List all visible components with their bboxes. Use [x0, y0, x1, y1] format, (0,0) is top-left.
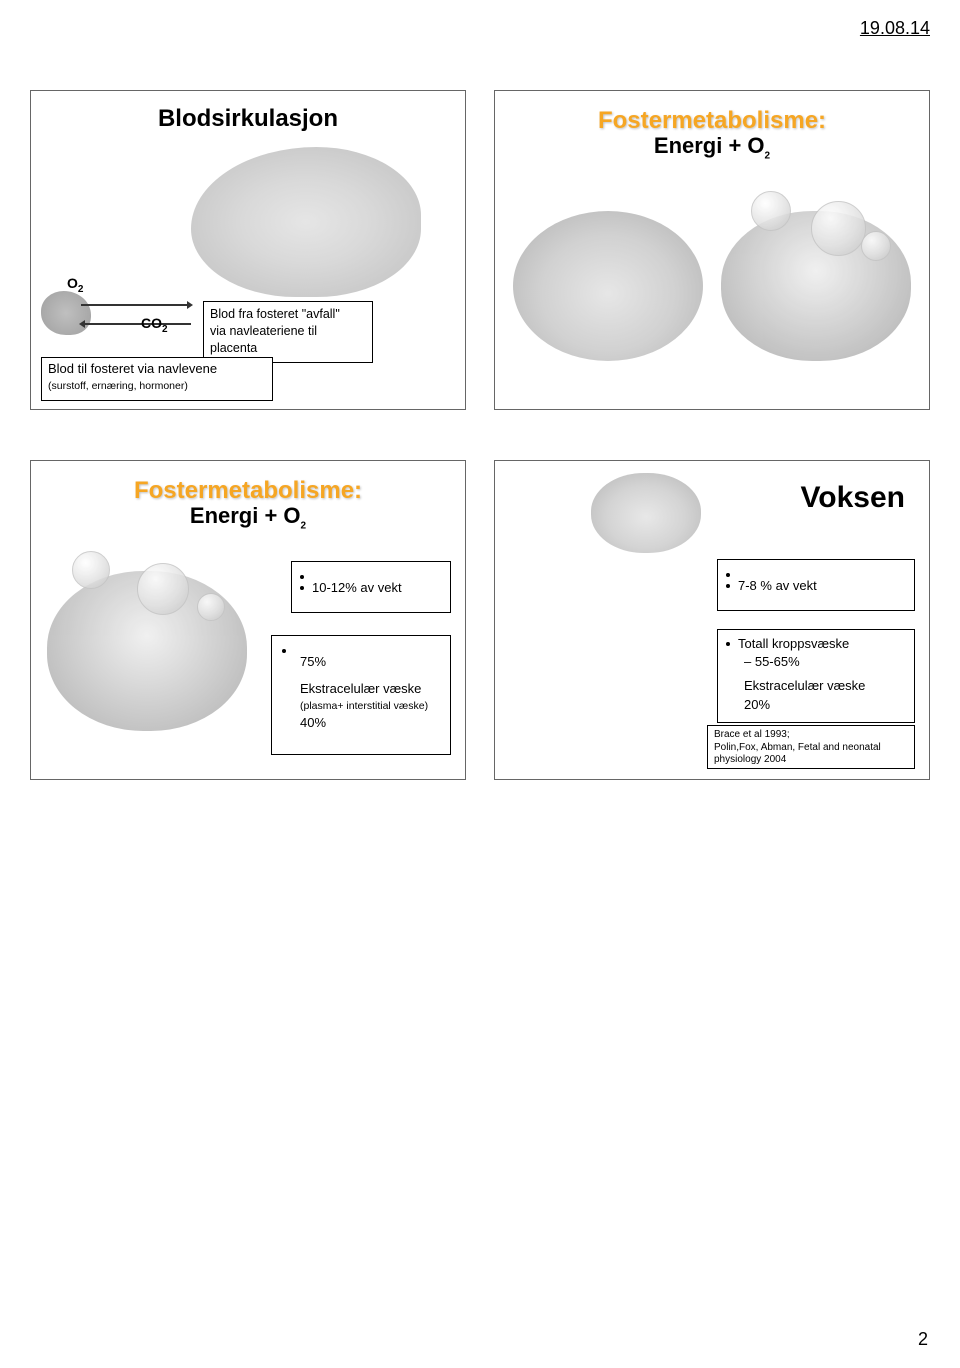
bubble-icon: [751, 191, 791, 231]
placenta-illustration: [41, 291, 91, 335]
s3-box2-detail-pre: (plasma+ interstitial væske): [300, 700, 428, 712]
bullet-dot: [300, 575, 304, 579]
slide3-box2: 75% Ekstracelulær væske (plasma+ interst…: [271, 635, 451, 755]
bullet-dot: [726, 584, 730, 588]
bubble-icon: [861, 231, 891, 261]
s3-box1-text: 10-12% av vekt: [312, 579, 402, 597]
bullet-dot: [726, 573, 730, 577]
co2-text: CO: [141, 315, 162, 331]
bullet-dot: [282, 649, 286, 653]
s3-sub-pre: Energi + O: [190, 503, 301, 528]
slide4-title: Voksen: [801, 481, 906, 515]
page-number: 2: [918, 1329, 928, 1350]
slide2-title: Fostermetabolisme:: [495, 107, 929, 135]
s4-box2-l3: Ekstracelulær væske: [726, 677, 906, 695]
slide3-title: Fostermetabolisme:: [45, 477, 451, 505]
slides-grid: Blodsirkulasjon O2 CO2 Blod fra fosteret…: [30, 90, 930, 780]
bullet-dot: [726, 642, 730, 646]
s4-ref-l2: Polin,Fox, Abman, Fetal and neonatal: [714, 742, 908, 755]
slide1-bottombox: Blod til fosteret via navlevene (surstof…: [41, 357, 273, 401]
s3-box2-pct: 75%: [282, 653, 440, 672]
o2-text: O: [67, 275, 78, 291]
fetus-illustration: [191, 147, 421, 297]
slide3-subtitle: Energi + O2: [45, 503, 451, 531]
slide2-subtitle: Energi + O2: [495, 133, 929, 161]
arrow-from-fetus: [81, 323, 191, 325]
s3-box2-detail: (plasma+ interstitial væske) 40%: [282, 699, 440, 733]
slide4-box2: Totall kroppsvæske – 55-65% Ekstracelulæ…: [717, 629, 915, 723]
bubble-icon: [811, 201, 866, 256]
co2-sub: 2: [162, 324, 168, 335]
s4-box1-text: 7-8 % av vekt: [738, 577, 817, 595]
s1-bottom-l1: Blod til fosteret via navlevene: [48, 361, 266, 376]
hands-illustration: [721, 211, 911, 361]
hands-illustration: [47, 571, 247, 731]
arrow-to-fetus: [81, 304, 191, 306]
s2-sub-pre: Energi + O: [654, 133, 765, 158]
s4-box2-l2: 55-65%: [755, 654, 800, 669]
bubble-icon: [197, 593, 225, 621]
slide3-box1: 10-12% av vekt: [291, 561, 451, 613]
s3-box2-ecv: Ekstracelulær væske: [282, 680, 440, 699]
s4-ref-l3: physiology 2004: [714, 754, 908, 767]
page-date: 19.08.14: [860, 18, 930, 39]
slide1-textbox: Blod fra fosteret "avfall" via navleater…: [203, 301, 373, 363]
s1-box-l1: Blod fra fosteret "avfall": [210, 306, 366, 323]
slide-4: Voksen 7-8 % av vekt Totall kroppsvæske …: [494, 460, 930, 780]
slide-2: Fostermetabolisme: Energi + O2: [494, 90, 930, 410]
s1-bottom-l2: (surstoff, ernæring, hormoner): [48, 380, 266, 392]
bubble-icon: [137, 563, 189, 615]
bullet-dot: [300, 586, 304, 590]
s1-box-l3: placenta: [210, 340, 366, 357]
slide-1: Blodsirkulasjon O2 CO2 Blod fra fosteret…: [30, 90, 466, 410]
slide2-heading: Fostermetabolisme: Energi + O2: [495, 107, 929, 161]
co2-label: CO2: [141, 315, 168, 335]
belly-illustration: [513, 211, 703, 361]
o2-label: O2: [67, 275, 83, 295]
slide4-box1: 7-8 % av vekt: [717, 559, 915, 611]
s2-sub-sub: 2: [765, 150, 771, 161]
slide4-reference: Brace et al 1993; Polin,Fox, Abman, Feta…: [707, 725, 915, 769]
s4-box2-l1: Totall kroppsvæske: [738, 635, 849, 653]
s3-sub-sub: 2: [301, 520, 307, 531]
s1-box-l2: via navleateriene til: [210, 323, 366, 340]
slide3-heading: Fostermetabolisme: Energi + O2: [45, 477, 451, 531]
s4-box2-l4: 20%: [726, 696, 906, 714]
s4-ref-l1: Brace et al 1993;: [714, 729, 908, 742]
slide1-title: Blodsirkulasjon: [31, 105, 465, 133]
bubble-icon: [72, 551, 110, 589]
slide-3: Fostermetabolisme: Energi + O2 10-12% av…: [30, 460, 466, 780]
s3-box2-detail-pct: 40%: [300, 715, 326, 730]
belly-thumb: [591, 473, 701, 553]
o2-sub: 2: [78, 284, 84, 295]
